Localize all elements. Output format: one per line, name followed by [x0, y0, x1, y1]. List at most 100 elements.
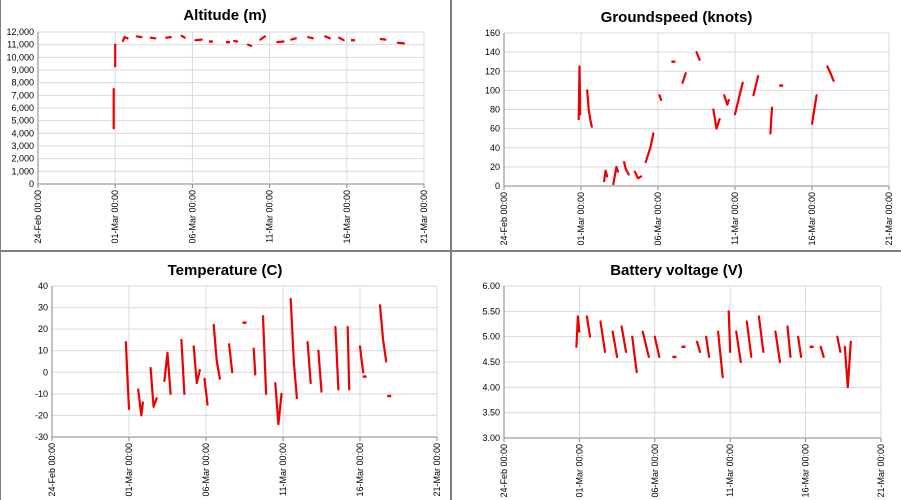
series-segment	[633, 170, 643, 180]
series-segment	[723, 94, 730, 106]
series-point	[387, 394, 392, 398]
series-segment	[658, 94, 663, 102]
y-tick-label: 10,000	[6, 52, 34, 62]
y-tick-label: 40	[38, 281, 48, 291]
y-tick-label: 80	[490, 105, 500, 115]
groundspeed-plot: 0 20 40 60 80 100 120 140 160 24-Feb 00:00 01-Mar …	[485, 28, 894, 246]
series-segment	[733, 81, 744, 116]
series-segment	[727, 310, 732, 354]
series-segment	[786, 325, 792, 359]
series-segment	[631, 335, 638, 374]
series-segment	[379, 37, 387, 41]
y-tick-label: 7,000	[11, 90, 34, 100]
series-segment	[695, 340, 702, 354]
series-point	[225, 40, 230, 44]
series-segment	[149, 36, 157, 40]
series-segment	[712, 108, 721, 130]
y-tick-label: 140	[485, 47, 500, 57]
series-point	[672, 355, 677, 359]
series-segment	[620, 325, 628, 354]
y-tick-label: 5.00	[482, 332, 500, 342]
battery-voltage-chart: Battery voltage (V) 3.00 3.50 4.00 4.50 5.00…	[452, 253, 901, 500]
series-segment	[396, 41, 405, 45]
series-point	[779, 84, 784, 87]
series-segment	[180, 338, 186, 395]
x-tick-label: 01-Mar 00:00	[574, 444, 584, 498]
series-segment	[623, 161, 630, 176]
series-segment	[603, 169, 609, 183]
groundspeed-chart: Groundspeed (knots) 0 20 40 60 80 100 120 140 16…	[452, 0, 901, 250]
series-segment	[797, 335, 803, 359]
series-segment	[252, 347, 257, 376]
chart-title: Altitude (m)	[183, 7, 267, 24]
series-point	[681, 345, 686, 348]
series-segment	[611, 330, 619, 359]
series-segment	[228, 343, 234, 374]
series-segment	[149, 366, 158, 408]
series-segment	[261, 315, 268, 395]
series-segment	[575, 315, 581, 348]
series-segment	[307, 35, 314, 40]
series-segment	[289, 297, 298, 400]
y-tick-label: -20	[35, 410, 48, 420]
series-point	[242, 321, 247, 324]
y-tick-label: -10	[35, 389, 48, 399]
series-segment	[585, 315, 592, 338]
x-tick-label: 21-Mar 00:00	[884, 192, 894, 246]
x-tick-label: 16-Mar 00:00	[355, 443, 365, 497]
series-segment	[203, 377, 209, 406]
y-tick-label: 0	[29, 179, 34, 189]
x-tick-label: 24-Feb 00:00	[33, 190, 43, 244]
series-point	[809, 345, 814, 348]
series-segment	[334, 325, 340, 391]
x-tick-label: 21-Mar 00:00	[876, 444, 886, 498]
series-segment	[843, 340, 852, 389]
series-segment	[735, 330, 742, 364]
series-segment	[165, 35, 172, 39]
y-tick-label: 12,000	[6, 27, 34, 37]
y-tick-label: 8,000	[11, 78, 34, 88]
y-tick-label: 4.00	[482, 382, 500, 392]
altitude-chart: Altitude (m) 0 1,000 2,000 3,000 4,000 5,000 6…	[0, 0, 450, 250]
x-tick-label: 11-Mar 00:00	[265, 190, 275, 243]
y-tick-label: 10	[38, 346, 48, 356]
series-segment	[705, 335, 711, 359]
y-tick-label: 9,000	[11, 65, 34, 75]
series-segment	[358, 345, 365, 374]
series-segment	[135, 35, 143, 39]
y-tick-label: 2,000	[11, 154, 34, 164]
series-segment	[717, 330, 724, 379]
y-tick-label: 4.50	[482, 357, 500, 367]
x-tick-label: 24-Feb 00:00	[47, 443, 57, 497]
series-segment	[194, 38, 203, 42]
altitude-plot: 0 1,000 2,000 3,000 4,000 5,000 6,000 7,000 8,00…	[6, 27, 429, 244]
x-tick-label: 21-Mar 00:00	[419, 190, 429, 244]
chart-title: Temperature (C)	[167, 262, 283, 279]
battery-voltage-plot: 3.00 3.50 4.00 4.50 5.00 5.50 6.00 24-Feb 00:00…	[482, 281, 886, 498]
y-tick-label: 0	[495, 181, 500, 191]
x-tick-label: 16-Mar 00:00	[801, 444, 811, 498]
series-segment	[180, 34, 186, 39]
series-segment	[163, 351, 172, 395]
y-tick-label: 60	[490, 124, 500, 134]
x-tick-label: 11-Mar 00:00	[278, 443, 288, 496]
series-segment	[233, 39, 239, 43]
series-segment	[121, 35, 129, 43]
series-segment	[681, 72, 687, 84]
y-tick-label: 3,000	[11, 141, 34, 151]
series-segment	[124, 340, 131, 411]
series-segment	[599, 320, 607, 354]
chart-title: Battery voltage (V)	[610, 262, 743, 279]
x-tick-label: 11-Mar 00:00	[730, 192, 740, 245]
y-tick-label: 40	[490, 143, 500, 153]
series-segment	[810, 94, 818, 125]
temperature-chart: Temperature (C) -30 -20 -10 0 10 20 30 40 24-Feb…	[0, 253, 450, 500]
series-point	[350, 39, 355, 42]
series-segment	[641, 330, 650, 359]
series-segment	[752, 74, 760, 97]
y-tick-label: 120	[485, 66, 500, 76]
series-segment	[212, 323, 221, 380]
series-segment	[757, 315, 765, 354]
x-tick-label: 01-Mar 00:00	[124, 443, 134, 497]
series-segment	[192, 345, 201, 385]
